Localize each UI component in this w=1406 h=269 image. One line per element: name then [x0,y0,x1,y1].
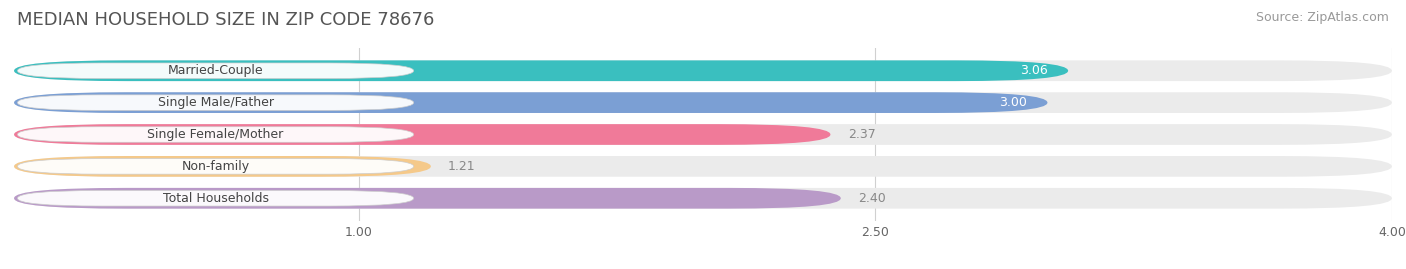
Text: 3.06: 3.06 [1019,64,1047,77]
Text: 1.21: 1.21 [449,160,475,173]
FancyBboxPatch shape [17,95,413,110]
FancyBboxPatch shape [14,92,1392,113]
FancyBboxPatch shape [17,63,413,79]
Text: Non-family: Non-family [181,160,250,173]
Text: Married-Couple: Married-Couple [167,64,263,77]
FancyBboxPatch shape [17,190,413,206]
FancyBboxPatch shape [14,124,1392,145]
FancyBboxPatch shape [14,156,430,177]
FancyBboxPatch shape [14,156,1392,177]
Text: 3.00: 3.00 [998,96,1026,109]
Text: MEDIAN HOUSEHOLD SIZE IN ZIP CODE 78676: MEDIAN HOUSEHOLD SIZE IN ZIP CODE 78676 [17,11,434,29]
FancyBboxPatch shape [14,92,1047,113]
Text: Single Male/Father: Single Male/Father [157,96,274,109]
Text: Single Female/Mother: Single Female/Mother [148,128,284,141]
Text: Total Households: Total Households [163,192,269,205]
Text: 2.40: 2.40 [858,192,886,205]
FancyBboxPatch shape [17,159,413,174]
FancyBboxPatch shape [14,60,1392,81]
Text: Source: ZipAtlas.com: Source: ZipAtlas.com [1256,11,1389,24]
FancyBboxPatch shape [14,124,831,145]
FancyBboxPatch shape [17,127,413,142]
FancyBboxPatch shape [14,188,1392,209]
FancyBboxPatch shape [14,60,1069,81]
FancyBboxPatch shape [14,188,841,209]
Text: 2.37: 2.37 [848,128,876,141]
